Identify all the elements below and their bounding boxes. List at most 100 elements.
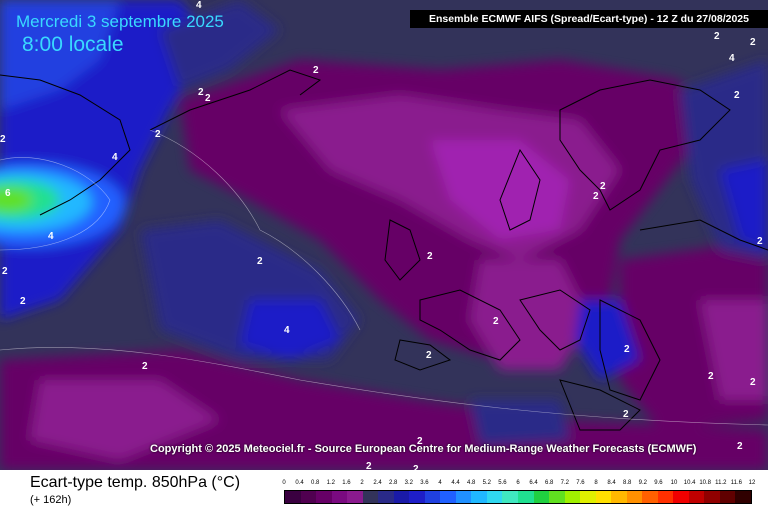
contour-label: 2 — [205, 93, 211, 104]
legend-tick-label: 2 — [360, 480, 364, 486]
legend-swatch — [502, 491, 518, 503]
model-source-banner: Ensemble ECMWF AIFS (Spread/Ecart-type) … — [410, 10, 768, 28]
legend-swatch — [673, 491, 689, 503]
contour-label: 4 — [284, 325, 290, 336]
legend-tick-label: 3.6 — [420, 480, 429, 486]
contour-label: 2 — [155, 129, 161, 140]
spread-field — [0, 0, 768, 470]
legend-swatch — [347, 491, 363, 503]
forecast-map: 4 2 2 2 2 4 2 6 4 2 2 2 4 2 2 2 2 2 2 2 … — [0, 0, 768, 470]
legend-swatch — [440, 491, 456, 503]
legend-tick-label: 8.4 — [607, 480, 616, 486]
legend-swatch — [719, 491, 736, 503]
legend-swatch — [300, 491, 317, 503]
legend-tick-label: 3.2 — [404, 480, 413, 486]
contour-label: 2 — [198, 87, 204, 98]
contour-label: 2 — [313, 65, 319, 76]
legend-tick-label: 10 — [670, 480, 678, 486]
legend-tick-label: 7.6 — [576, 480, 585, 486]
legend-tick-label: 9.2 — [638, 480, 647, 486]
contour-label: 2 — [0, 134, 6, 145]
map-canvas: 4 2 2 2 2 4 2 6 4 2 2 2 4 2 2 2 2 2 2 2 … — [0, 0, 768, 470]
contour-label: 2 — [593, 191, 599, 202]
contour-label: 2 — [714, 31, 720, 42]
legend-tick-label: 11.2 — [715, 480, 727, 486]
contour-label: 2 — [757, 236, 763, 247]
contour-label: 2 — [417, 436, 423, 447]
contour-label: 2 — [2, 266, 8, 277]
legend-tick-label: 6.8 — [545, 480, 554, 486]
legend-tick-label: 11.6 — [730, 480, 743, 486]
legend-swatch — [378, 491, 394, 503]
contour-label: 2 — [600, 181, 606, 192]
forecast-date: Mercredi 3 septembre 2025 — [16, 12, 224, 31]
contour-label: 2 — [708, 371, 714, 382]
legend-swatch — [704, 491, 720, 503]
legend-tick-label: 0.4 — [295, 480, 304, 486]
legend-swatch — [455, 491, 472, 503]
legend-tick-label: 1.2 — [326, 480, 335, 486]
contour-label: 2 — [20, 296, 26, 307]
legend-tick-label: 6.4 — [529, 480, 538, 486]
legend-tick-label: 4.4 — [451, 480, 460, 486]
legend-swatch — [735, 491, 751, 503]
legend-swatch — [580, 491, 596, 503]
legend-tick-label: 10.8 — [699, 480, 712, 486]
legend-tick-label: 8 — [594, 480, 598, 486]
legend-swatch — [424, 491, 441, 503]
legend-swatch — [393, 491, 410, 503]
contour-label: 2 — [493, 316, 499, 327]
legend-tick-label: 4 — [438, 480, 442, 486]
contour-label: 2 — [737, 441, 743, 452]
coastlines — [0, 69, 768, 431]
legend-tick-label: 8.8 — [623, 480, 632, 486]
legend-tick-label: 5.6 — [498, 480, 507, 486]
contour-label: 2 — [366, 461, 372, 470]
lead-time: (+ 162h) — [30, 494, 72, 506]
legend-swatch — [517, 491, 534, 503]
legend-swatch — [626, 491, 643, 503]
contour-label: 2 — [257, 256, 263, 267]
legend-tick-label: 1.6 — [342, 480, 351, 486]
legend-tick-label: 10.4 — [683, 480, 696, 486]
legend-swatch — [549, 491, 565, 503]
contour-label: 2 — [750, 37, 756, 48]
legend-tick-label: 6 — [516, 480, 520, 486]
legend-swatch — [409, 491, 425, 503]
forecast-time: 8:00 locale — [22, 33, 124, 56]
legend-swatch — [595, 491, 612, 503]
legend-tick-label: 2.4 — [373, 480, 382, 486]
legend-tick-label: 0 — [282, 480, 286, 486]
legend-ticks: 0 0.4 0.8 1.2 1.6 2 2.4 2.8 3.2 3.6 4 4.4 4.8 5.2 5.6 6… — [282, 480, 755, 488]
legend-swatch — [564, 491, 581, 503]
contour-label: 4 — [729, 53, 735, 64]
legend-tick-label: 9.6 — [654, 480, 663, 486]
legend-swatch — [657, 491, 674, 503]
legend-swatch — [642, 491, 658, 503]
contour-lines — [0, 129, 768, 426]
legend-tick-label: 5.2 — [482, 480, 491, 486]
legend-swatch — [316, 491, 332, 503]
contour-label: 2 — [142, 361, 148, 372]
contour-label: 2 — [413, 464, 419, 470]
contour-label: 2 — [734, 90, 740, 101]
legend-swatch — [688, 491, 705, 503]
legend-tick-label: 0.8 — [311, 480, 320, 486]
legend-swatch — [285, 491, 301, 503]
legend-tick-label: 7.2 — [560, 480, 569, 486]
contour-label: 2 — [427, 251, 433, 262]
legend-swatch — [486, 491, 503, 503]
contour-label: 4 — [196, 0, 202, 11]
contour-labels: 4 2 2 2 2 4 2 6 4 2 2 2 4 2 2 2 2 2 2 2 … — [0, 0, 763, 470]
legend-swatch — [471, 491, 487, 503]
copyright-notice: Copyright © 2025 Meteociel.fr - Source E… — [150, 443, 697, 455]
legend-swatch — [611, 491, 627, 503]
legend-tick-label: 2.8 — [389, 480, 398, 486]
legend-tick-label: 4.8 — [467, 480, 476, 486]
contour-label: 2 — [624, 344, 630, 355]
legend-swatch — [362, 491, 379, 503]
contour-label: 4 — [48, 231, 54, 242]
contour-label: 6 — [5, 188, 11, 199]
contour-label: 2 — [426, 350, 432, 361]
